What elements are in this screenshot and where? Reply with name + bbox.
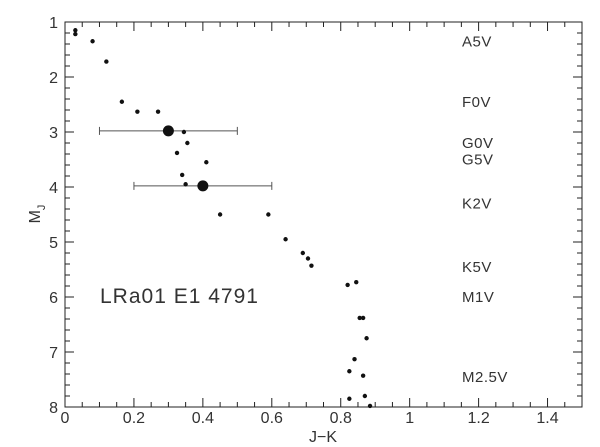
spectral-type-label: K5V <box>462 259 492 276</box>
data-point <box>181 129 187 135</box>
data-points <box>73 28 373 409</box>
y-tick-label: 1 <box>49 15 58 32</box>
target-point <box>197 180 209 192</box>
plot-frame <box>64 21 583 408</box>
data-point <box>73 28 78 33</box>
spectral-type-label: M2.5V <box>462 369 508 386</box>
data-point <box>283 237 288 242</box>
data-point <box>155 109 161 114</box>
data-point <box>360 315 366 321</box>
annotation: LRa01 E1 4791 <box>100 285 259 308</box>
data-point <box>119 99 125 104</box>
data-point <box>360 373 366 378</box>
spectral-type-label: A5V <box>462 33 492 50</box>
y-tick-label: 5 <box>49 235 58 252</box>
data-point <box>362 393 368 399</box>
target-point <box>162 125 174 137</box>
data-point <box>174 150 180 156</box>
data-point <box>266 212 271 217</box>
data-point <box>347 369 352 374</box>
y-tick-label: 4 <box>49 180 58 197</box>
x-tick-label: 0.4 <box>192 410 214 427</box>
x-axis-title: J−K <box>309 429 337 446</box>
y-axis-title-main: M <box>27 210 44 223</box>
y-tick-label: 8 <box>49 400 58 417</box>
data-point <box>347 396 352 401</box>
data-point <box>345 282 350 288</box>
data-point <box>367 403 373 409</box>
x-tick-labels: 0 0.2 0.4 0.6 0.8 1 1.2 1.4 <box>61 410 559 427</box>
y-tick-label: 7 <box>49 345 58 362</box>
y-tick-labels: 1 2 3 4 5 6 7 8 <box>49 15 58 417</box>
x-tick-label: 1.2 <box>467 410 489 427</box>
data-point <box>185 140 190 146</box>
data-point <box>179 172 185 178</box>
ticks <box>64 21 582 408</box>
data-point <box>309 263 314 268</box>
y-tick-label: 2 <box>49 70 58 87</box>
x-tick-label: 1.4 <box>536 410 558 427</box>
spectral-type-label: G5V <box>462 152 494 169</box>
y-axis-title-sub: J <box>36 205 48 211</box>
data-point <box>300 250 306 256</box>
spectral-type-label: K2V <box>462 196 492 213</box>
data-point <box>354 279 359 285</box>
x-tick-label: 0.2 <box>123 410 145 427</box>
error-bars <box>98 126 273 190</box>
spectral-type-label: F0V <box>462 94 491 111</box>
data-point <box>73 31 78 37</box>
data-point <box>104 59 109 64</box>
x-tick-label: 0.8 <box>330 410 352 427</box>
data-point <box>305 256 311 261</box>
data-point <box>217 212 223 217</box>
spectral-type-label: M1V <box>462 289 494 306</box>
data-point <box>183 182 188 187</box>
data-point <box>90 39 95 44</box>
y-tick-label: 6 <box>49 290 58 307</box>
y-tick-label: 3 <box>49 125 58 142</box>
data-point <box>352 356 357 362</box>
x-tick-label: 0 <box>61 410 70 427</box>
data-point <box>204 160 209 165</box>
data-point <box>364 336 369 341</box>
x-tick-label: 0.6 <box>261 410 283 427</box>
data-point <box>357 315 362 321</box>
y-axis-title: MJ <box>27 205 48 224</box>
svg-text:MJ: MJ <box>27 205 48 224</box>
x-tick-label: 1 <box>405 410 414 427</box>
data-point <box>135 109 140 114</box>
spectral-type-label: G0V <box>462 135 494 152</box>
